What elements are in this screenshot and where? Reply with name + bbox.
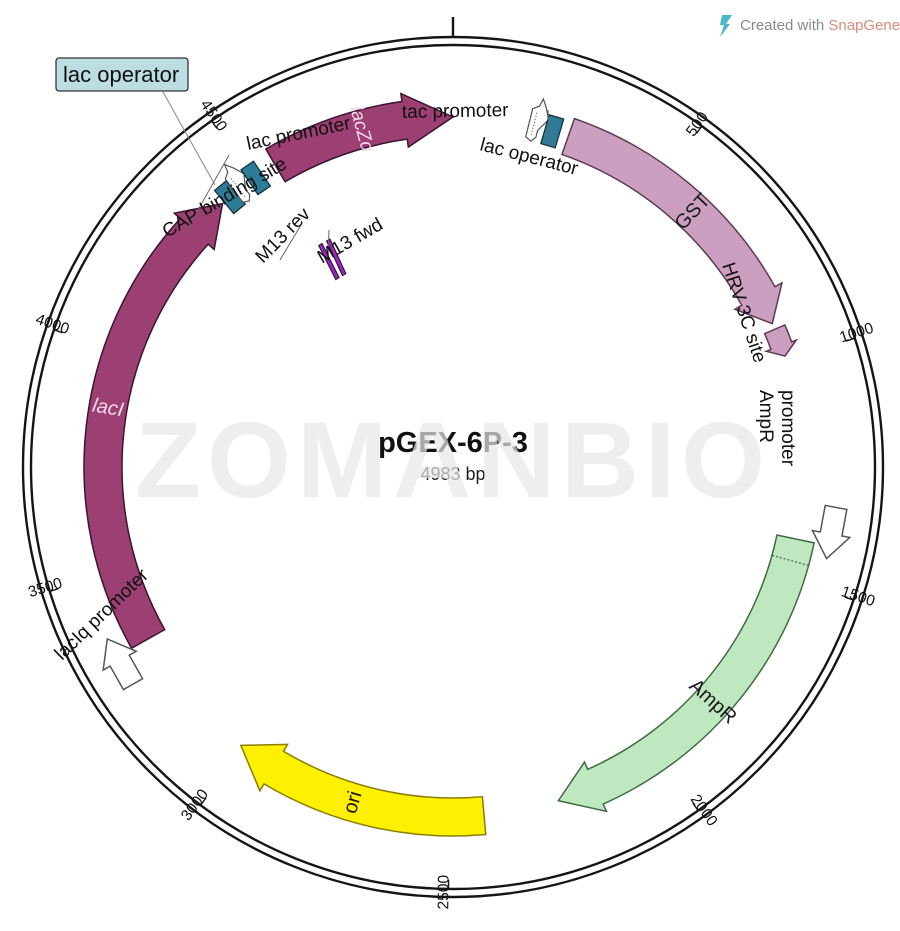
- svg-text:2500: 2500: [435, 874, 452, 909]
- svg-text:1500: 1500: [839, 583, 877, 610]
- svg-text:tac promoter: tac promoter: [402, 100, 510, 123]
- svg-text:lac operator: lac operator: [63, 62, 179, 87]
- svg-text:M13 fwd: M13 fwd: [314, 214, 387, 268]
- svg-text:500: 500: [683, 109, 712, 140]
- svg-text:M13 rev: M13 rev: [252, 203, 315, 267]
- svg-text:promoter: promoter: [777, 390, 798, 467]
- svg-text:Created with SnapGene®: Created with SnapGene®: [740, 17, 900, 34]
- svg-text:3500: 3500: [26, 575, 64, 602]
- svg-text:ZOMANBIO: ZOMANBIO: [135, 399, 771, 520]
- svg-text:lac operator: lac operator: [478, 135, 581, 180]
- svg-text:CAP binding site: CAP binding site: [159, 153, 291, 242]
